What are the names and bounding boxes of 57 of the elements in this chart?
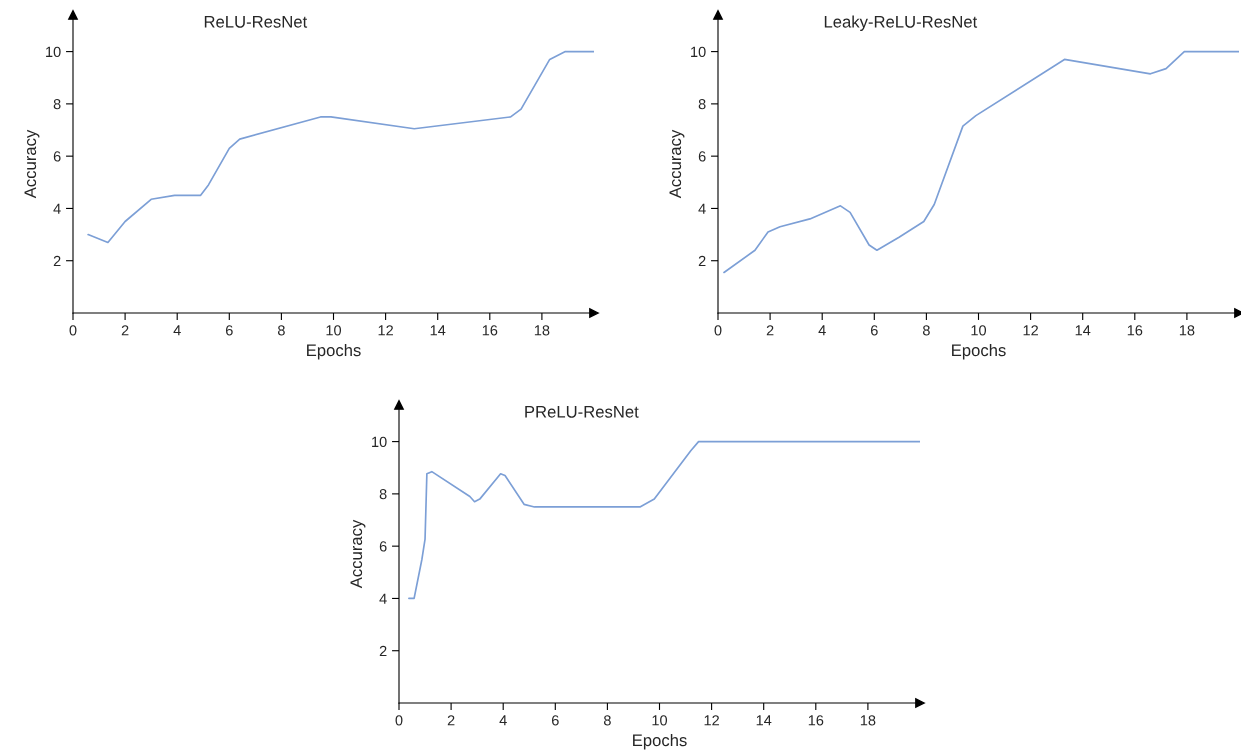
line-series [87, 50, 594, 244]
line-series [408, 440, 920, 600]
x-tick-label: 10 [326, 325, 342, 336]
x-tick-label: 2 [121, 325, 129, 336]
chart-title: PReLU-ResNet [525, 406, 639, 418]
x-tick-label: 14 [1075, 325, 1091, 336]
y-tick-label: 2 [379, 645, 387, 656]
y-tick-label: 4 [53, 203, 61, 214]
x-tick-label: 4 [499, 715, 507, 726]
x-axis-title: Epochs [633, 733, 687, 750]
x-tick-label: 12 [1023, 325, 1038, 336]
x-tick-label: 12 [378, 325, 393, 336]
x-tick-label: 18 [1179, 325, 1195, 336]
x-tick-label: 16 [808, 715, 824, 726]
y-tick-label: 10 [46, 46, 61, 58]
x-tick-label: 18 [860, 715, 876, 726]
x-tick-label: 0 [714, 325, 722, 336]
y-axis-title: Accuracy [669, 129, 685, 199]
line-series [723, 50, 1239, 274]
chart-title: Leaky-ReLU-ResNet [824, 15, 978, 31]
x-tick-label: 4 [818, 325, 826, 336]
x-tick-label: 10 [971, 325, 987, 336]
x-tick-label: 12 [704, 715, 719, 726]
x-axis-title: Epochs [307, 343, 361, 360]
y-tick-label: 2 [53, 255, 61, 266]
chart-title: ReLU-ResNet [204, 16, 308, 28]
x-tick-label: 10 [652, 715, 668, 726]
x-tick-label: 16 [482, 325, 498, 336]
y-tick-label: 6 [379, 541, 387, 552]
y-axis-title: Accuracy [24, 129, 40, 199]
y-tick-label: 10 [691, 46, 706, 58]
y-tick-label: 4 [698, 203, 706, 214]
y-tick-label: 6 [698, 151, 706, 162]
x-tick-label: 2 [447, 715, 455, 726]
y-tick-label: 6 [53, 151, 61, 162]
x-tick-label: 8 [603, 715, 611, 726]
x-tick-label: 6 [870, 325, 878, 336]
y-axis-title: Accuracy [350, 519, 366, 589]
x-tick-label: 6 [551, 715, 559, 726]
x-tick-label: 8 [922, 325, 930, 336]
x-tick-label: 0 [395, 715, 403, 726]
x-tick-label: 8 [277, 325, 285, 336]
y-tick-label: 8 [53, 98, 61, 110]
x-tick-label: 4 [173, 325, 181, 336]
x-tick-label: 14 [756, 715, 772, 726]
x-tick-label: 2 [766, 325, 774, 336]
y-tick-label: 10 [372, 436, 387, 448]
x-axis-title: Epochs [952, 343, 1006, 360]
y-tick-label: 8 [379, 488, 387, 500]
y-tick-label: 2 [698, 255, 706, 266]
x-tick-label: 0 [69, 325, 77, 336]
x-tick-label: 18 [534, 325, 550, 336]
y-tick-label: 8 [698, 98, 706, 110]
x-tick-label: 6 [225, 325, 233, 336]
x-tick-label: 14 [430, 325, 446, 336]
x-tick-label: 16 [1127, 325, 1143, 336]
y-tick-label: 4 [379, 593, 387, 604]
